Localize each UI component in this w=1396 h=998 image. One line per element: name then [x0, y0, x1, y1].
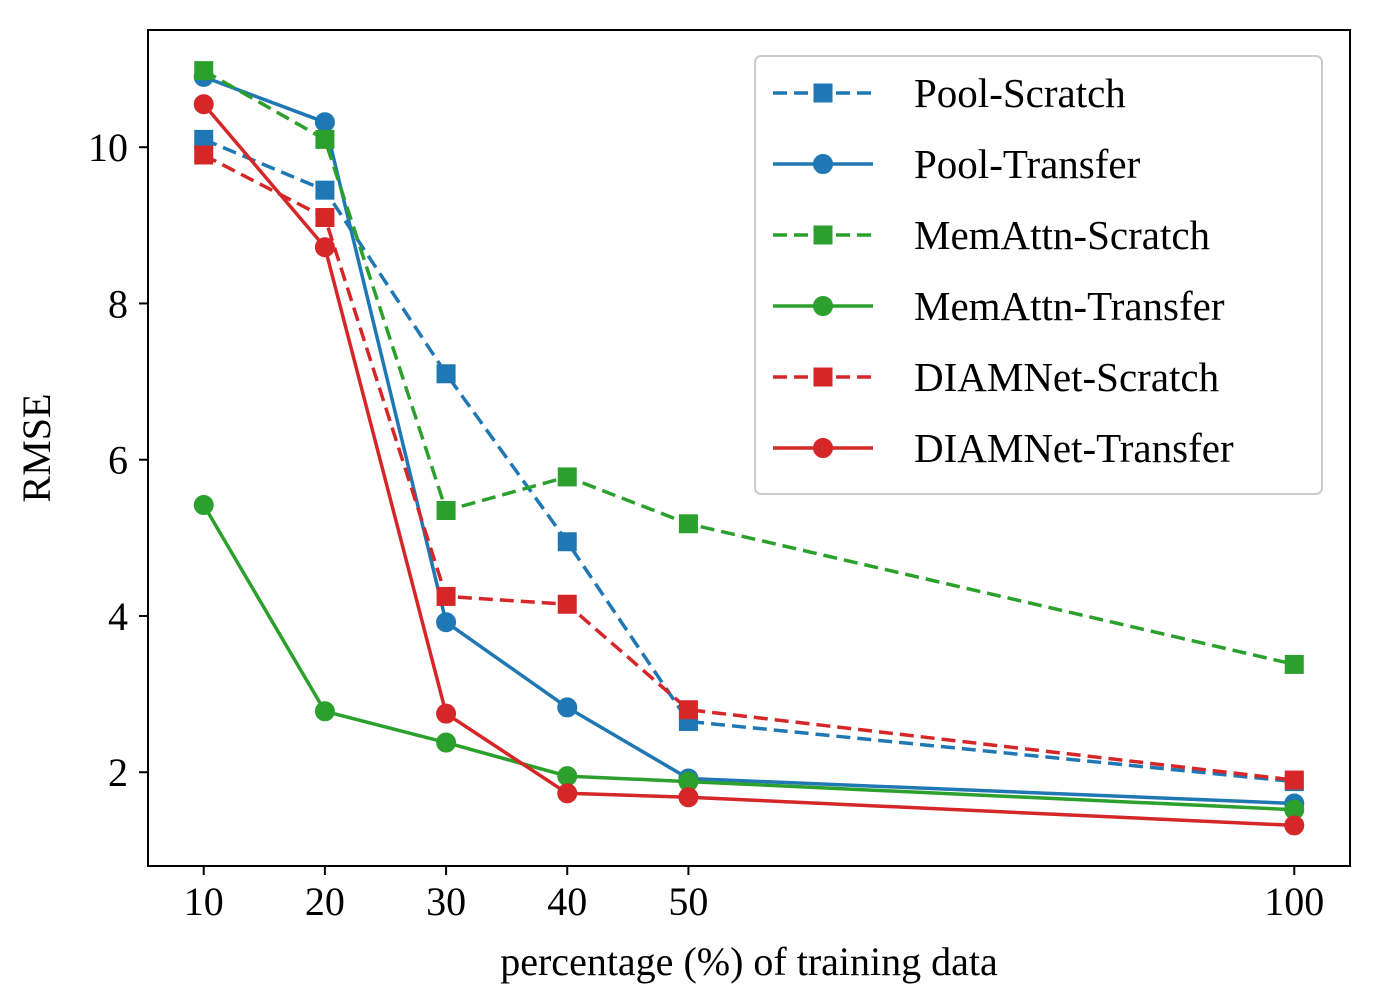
x-tick-label: 30: [426, 879, 466, 924]
data-point: [314, 701, 335, 722]
x-tick-label: 20: [305, 879, 345, 924]
data-point: [436, 732, 457, 753]
legend-item-pool-transfer: Pool-Transfer: [773, 141, 1141, 187]
data-point: [314, 112, 335, 133]
y-tick-label: 10: [88, 125, 128, 170]
legend-marker: [813, 438, 833, 458]
data-point: [1284, 815, 1305, 836]
series-line-diamnet-scratch: [202, 153, 1295, 782]
legend-label: MemAttn-Scratch: [914, 212, 1210, 258]
series-memattn-transfer: [193, 495, 1305, 820]
data-point: [1284, 654, 1304, 674]
data-point: [557, 697, 578, 718]
legend-item-memattn-scratch: MemAttn-Scratch: [773, 212, 1210, 258]
series-diamnet-scratch: [194, 145, 1304, 790]
series-line-pool-transfer: [203, 75, 1295, 806]
series-layer: [193, 61, 1305, 836]
legend-label: DIAMNet-Transfer: [914, 425, 1234, 471]
data-point: [557, 594, 577, 614]
legend-label: Pool-Scratch: [914, 70, 1126, 116]
legend-item-pool-scratch: Pool-Scratch: [773, 70, 1126, 116]
legend-box: [754, 55, 1323, 495]
x-tick-label: 100: [1264, 879, 1324, 924]
series-memattn-scratch: [194, 61, 1304, 674]
data-point: [557, 532, 577, 552]
data-point: [436, 364, 456, 384]
data-point: [194, 145, 214, 165]
data-point: [1284, 770, 1304, 790]
data-point: [315, 180, 335, 200]
x-axis-title: percentage (%) of training data: [500, 939, 998, 984]
legend-marker: [813, 83, 833, 103]
data-point: [436, 703, 457, 724]
series-line-memattn-scratch: [202, 69, 1295, 667]
plot-frame: [147, 29, 1351, 867]
x-tick-label: 40: [547, 879, 587, 924]
data-point: [436, 586, 456, 606]
series-line-pool-scratch: [203, 137, 1295, 784]
data-point: [557, 467, 577, 487]
y-axis: 2 4 6 8 10: [88, 125, 148, 795]
legend-marker: [813, 296, 833, 316]
x-tick-label: 50: [668, 879, 708, 924]
legend-marker: [813, 154, 833, 174]
y-tick-label: 6: [108, 438, 128, 483]
data-point: [436, 501, 456, 521]
data-point: [315, 129, 335, 149]
x-axis: 10 20 30 40 50 100: [184, 866, 1324, 924]
legend-label: Pool-Transfer: [914, 141, 1141, 187]
data-point: [315, 208, 335, 228]
legend-item-diamnet-scratch: DIAMNet-Scratch: [773, 354, 1219, 400]
legend-label: MemAttn-Transfer: [914, 283, 1225, 329]
series-line-diamnet-transfer: [202, 103, 1295, 828]
legend-item-memattn-transfer: MemAttn-Transfer: [773, 283, 1225, 329]
legend: Pool-Scratch Pool-Transfer MemAttn-Scratch…: [754, 55, 1323, 495]
data-point: [194, 61, 214, 81]
y-tick-label: 8: [108, 281, 128, 326]
y-tick-label: 2: [108, 750, 128, 795]
y-axis-title: RMSE: [14, 394, 59, 503]
data-point: [557, 783, 578, 804]
series-diamnet-transfer: [193, 94, 1305, 836]
data-point: [193, 94, 214, 115]
series-line-memattn-transfer: [202, 504, 1295, 812]
x-tick-label: 10: [184, 879, 224, 924]
data-point: [436, 612, 457, 633]
data-point: [193, 495, 214, 516]
data-point: [314, 237, 335, 258]
series-pool-scratch: [194, 129, 1304, 792]
data-point: [678, 514, 698, 534]
y-tick-label: 4: [108, 594, 128, 639]
legend-marker: [813, 225, 833, 245]
data-point: [557, 766, 578, 787]
data-point: [678, 787, 699, 808]
legend-label: DIAMNet-Scratch: [914, 354, 1219, 400]
legend-marker: [813, 367, 833, 387]
data-point: [678, 700, 698, 720]
legend-item-diamnet-transfer: DIAMNet-Transfer: [773, 425, 1234, 471]
